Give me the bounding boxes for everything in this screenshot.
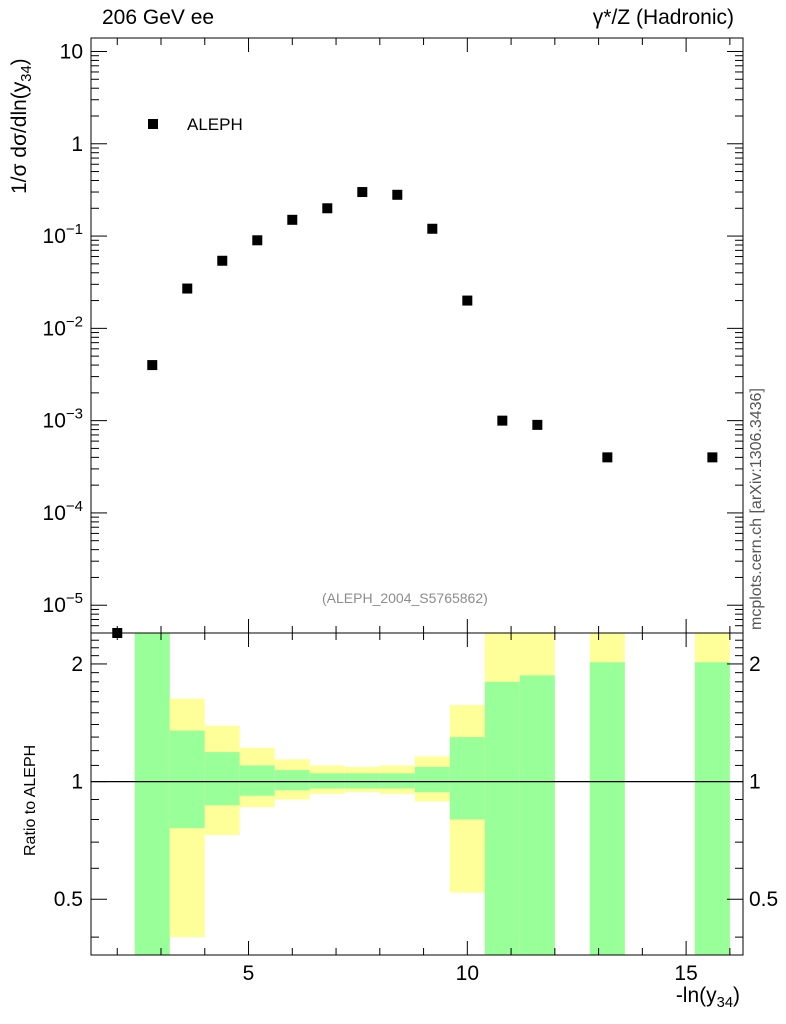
y-tick-label: 10−3 bbox=[43, 406, 83, 433]
data-point bbox=[322, 203, 333, 214]
ratio-y-tick-label: 2 bbox=[71, 653, 83, 676]
legend-entry-label: ALEPH bbox=[187, 115, 243, 134]
ratio-plot-frame bbox=[90, 632, 744, 956]
data-point bbox=[427, 223, 438, 234]
ratio-stat-band bbox=[449, 737, 485, 820]
data-point bbox=[532, 419, 543, 430]
ratio-y-tick-label-right: 0.5 bbox=[749, 888, 778, 911]
ratio-stat-band bbox=[694, 662, 730, 955]
ratio-y-axis-label: Ratio to ALEPH bbox=[22, 744, 39, 856]
ratio-y-tick-label: 1 bbox=[71, 771, 83, 794]
y-tick-label: 10−5 bbox=[43, 590, 83, 617]
ratio-stat-band bbox=[589, 662, 625, 955]
x-axis-label: -ln(y34) bbox=[675, 984, 740, 1012]
side-credit-label: mcplots.cern.ch [arXiv:1306.3436] bbox=[748, 388, 765, 630]
chart-subtitle: γ*/Z (Hadronic) bbox=[592, 6, 734, 29]
y-tick-label: 10−1 bbox=[43, 221, 83, 248]
ratio-stat-band bbox=[204, 752, 240, 806]
ratio-stat-band bbox=[519, 675, 555, 955]
data-point bbox=[497, 415, 508, 426]
ratio-y-tick-label: 0.5 bbox=[54, 888, 83, 911]
ratio-y-tick-label-right: 2 bbox=[749, 653, 761, 676]
data-point bbox=[602, 452, 613, 463]
legend-marker bbox=[148, 119, 158, 129]
x-tick-label: 15 bbox=[674, 962, 697, 985]
data-point bbox=[392, 189, 403, 200]
data-point bbox=[462, 295, 473, 306]
data-point bbox=[252, 235, 263, 246]
ratio-stat-band bbox=[274, 770, 310, 791]
y-tick-label: 10−4 bbox=[43, 498, 83, 525]
y-tick-label: 10 bbox=[60, 40, 83, 63]
x-tick-label: 5 bbox=[243, 962, 255, 985]
data-point bbox=[147, 360, 158, 371]
data-point bbox=[287, 214, 298, 225]
ratio-stat-band bbox=[239, 765, 275, 796]
main-y-axis-label: 1/σ dσ/dln(y34) bbox=[8, 58, 36, 194]
ratio-y-tick-label-right: 1 bbox=[749, 771, 761, 794]
ratio-stat-band bbox=[169, 730, 205, 829]
ratio-stat-band bbox=[484, 681, 520, 955]
data-point bbox=[707, 452, 718, 463]
y-tick-label: 10−2 bbox=[43, 313, 83, 340]
reference-label: (ALEPH_2004_S5765862) bbox=[322, 590, 488, 606]
ratio-stat-band bbox=[414, 766, 450, 793]
data-point bbox=[217, 255, 228, 266]
ratio-stat-band bbox=[134, 633, 170, 955]
y-tick-label: 1 bbox=[71, 133, 83, 156]
data-point bbox=[357, 187, 368, 198]
x-tick-label: 10 bbox=[456, 962, 479, 985]
ratio-stat-band bbox=[344, 773, 380, 789]
chart-title: 206 GeV ee bbox=[102, 6, 215, 29]
data-point bbox=[182, 283, 193, 294]
ratio-stat-band bbox=[309, 773, 345, 789]
data-point bbox=[112, 628, 123, 638]
ratio-stat-band bbox=[379, 773, 415, 789]
